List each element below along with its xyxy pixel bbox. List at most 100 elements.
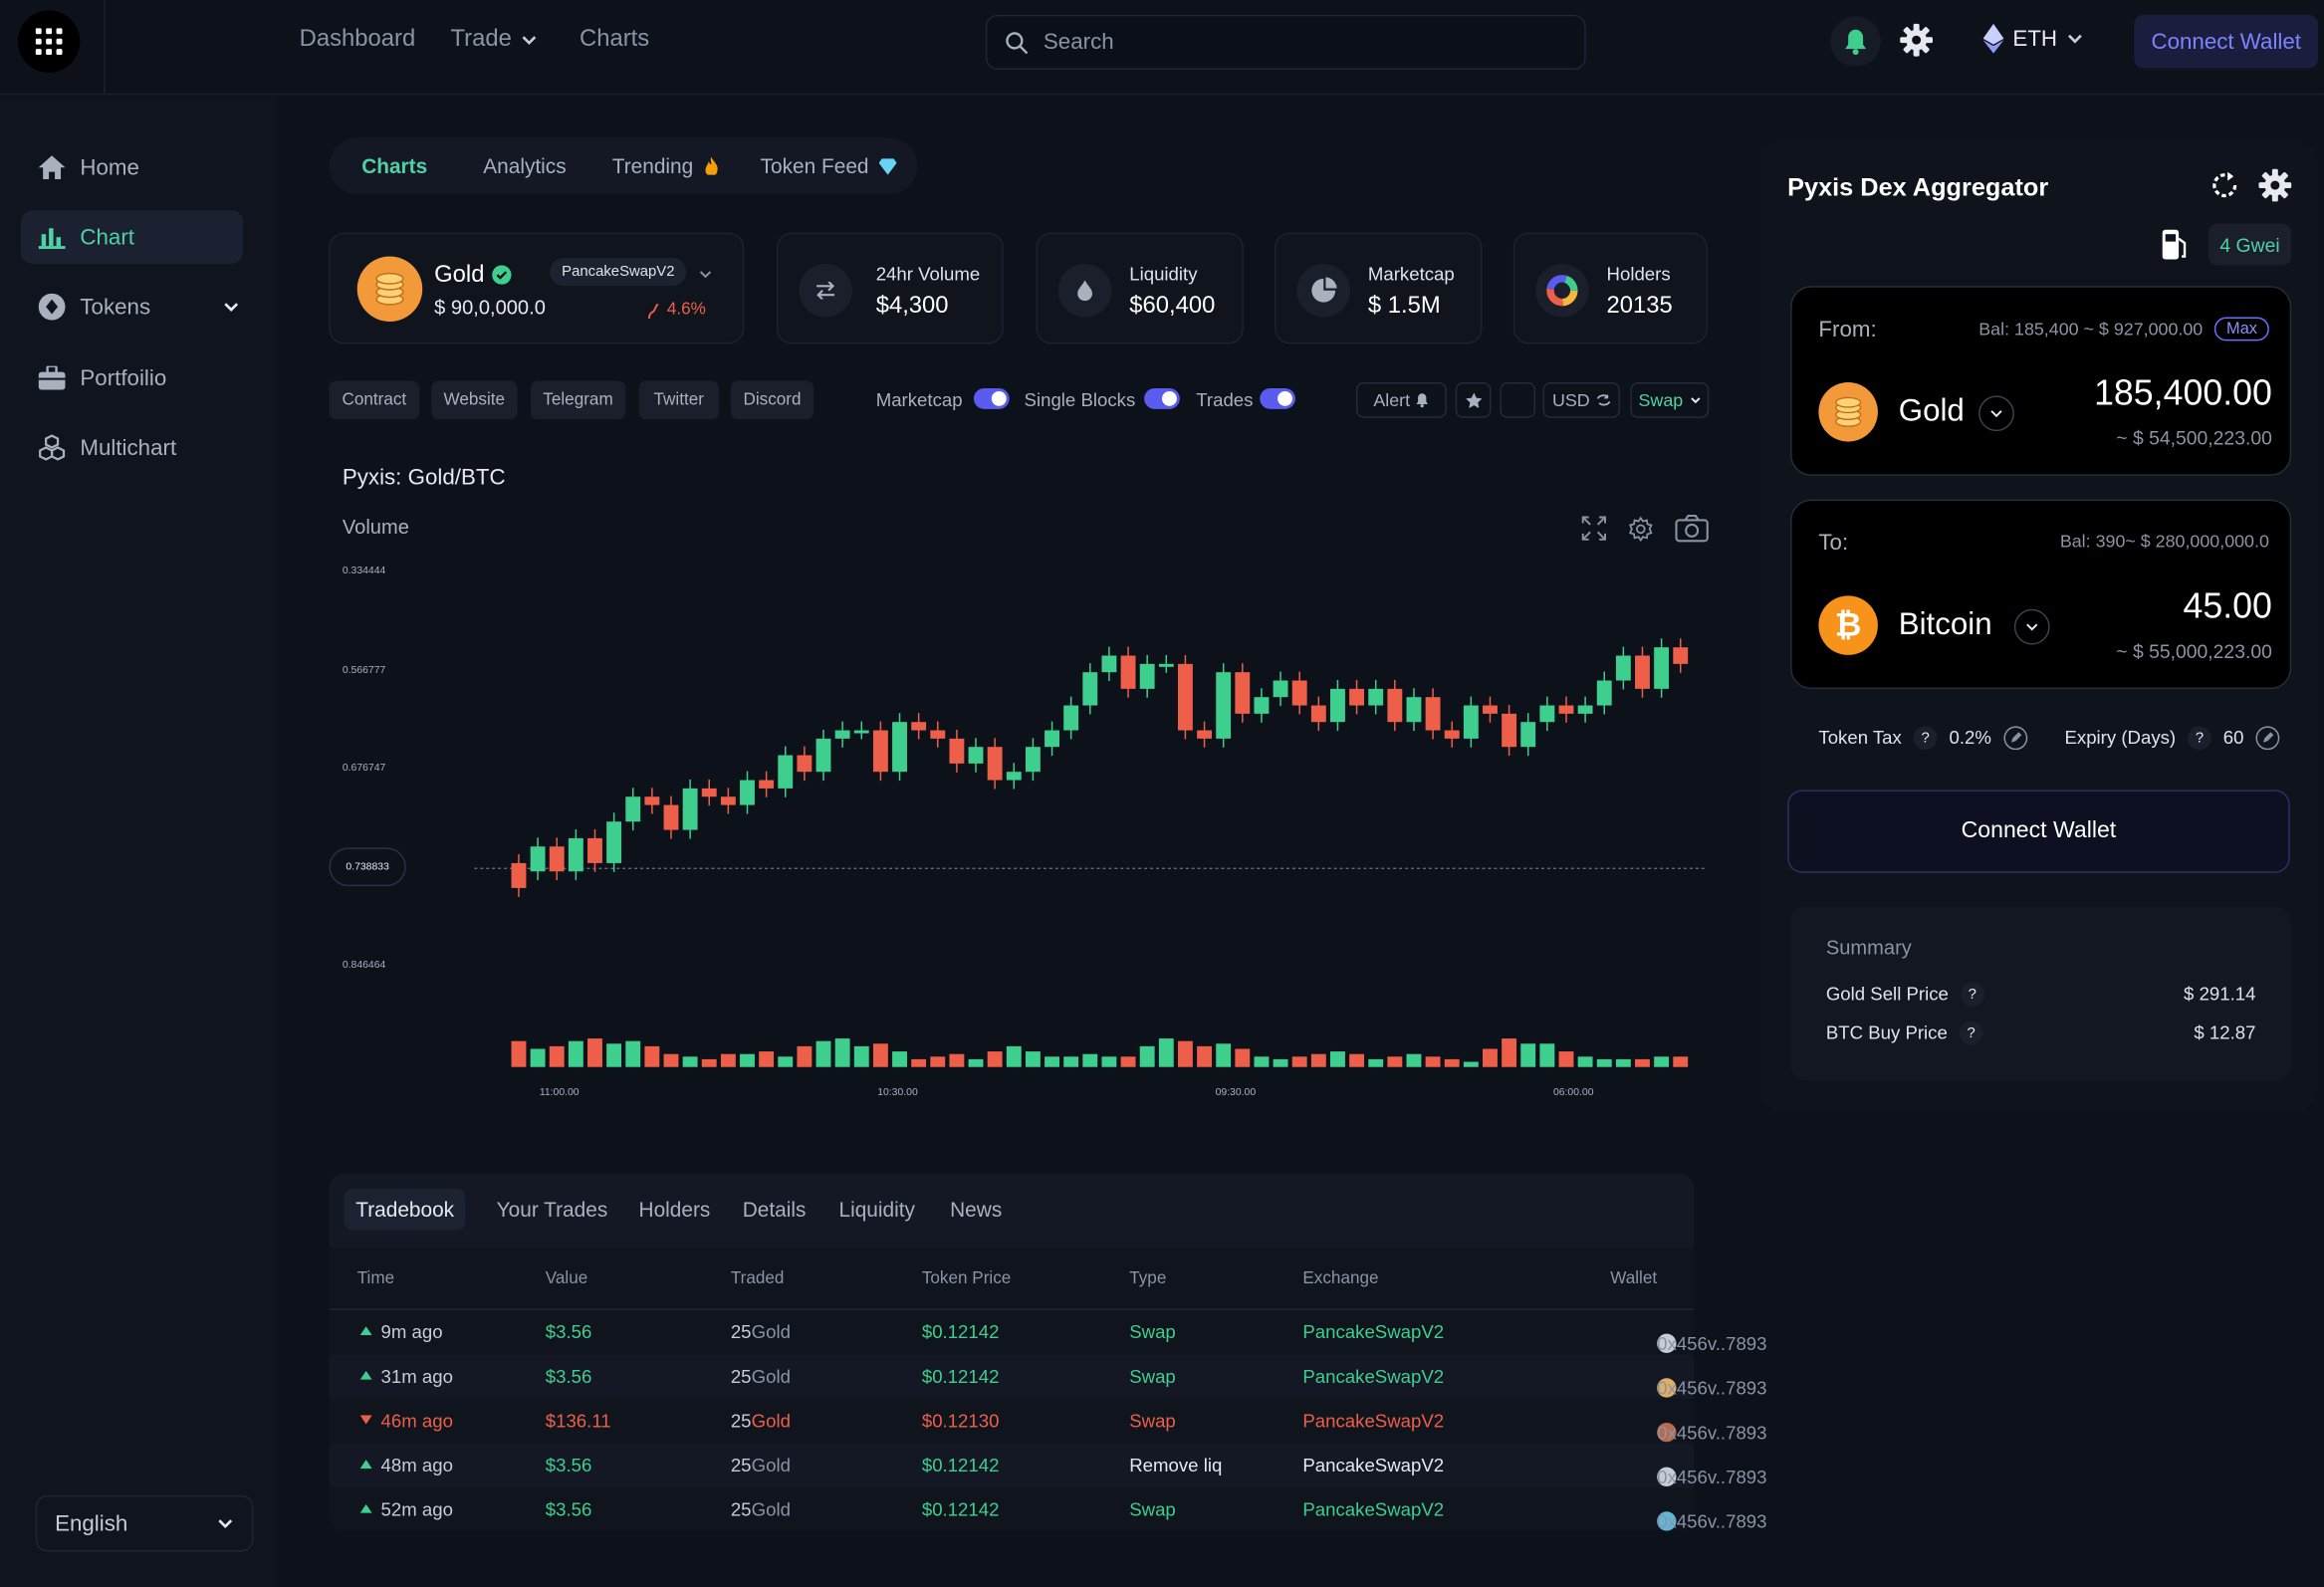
candle[interactable] (968, 747, 984, 764)
candle[interactable] (740, 780, 755, 805)
apps-grid-icon[interactable] (17, 10, 81, 73)
connect-wallet-button[interactable]: Connect Wallet (2134, 14, 2319, 69)
swap-select[interactable]: Swap (1630, 382, 1710, 418)
sidebar-item-tokens[interactable]: Tokens (21, 280, 243, 334)
candle[interactable] (853, 730, 869, 734)
search-input[interactable] (1043, 29, 1547, 56)
table-row[interactable]: 31m ago $3.56 25 Gold $0.12142 Swap PancakeSwa… (329, 1354, 1767, 1400)
candle[interactable] (1216, 672, 1232, 739)
max-button[interactable]: Max (2214, 317, 2269, 341)
candle[interactable] (1235, 672, 1251, 714)
to-token-name[interactable]: Bitcoin (1898, 607, 1992, 642)
candle[interactable] (1349, 688, 1365, 706)
tab-trending[interactable]: Trending (612, 154, 719, 178)
from-token-name[interactable]: Gold (1898, 393, 1965, 429)
column-header[interactable]: Traded (730, 1269, 785, 1288)
candle[interactable] (1291, 680, 1307, 706)
tab-liquidity[interactable]: Liquidity (838, 1197, 915, 1222)
candle[interactable] (1139, 663, 1155, 689)
candle[interactable] (1502, 713, 1517, 748)
bell-icon[interactable] (1830, 16, 1881, 67)
from-amount[interactable]: 185,400.00 (2094, 373, 2272, 414)
tab-token-feed[interactable]: Token Feed (761, 154, 897, 178)
candle[interactable] (682, 788, 698, 830)
tab-your-trades[interactable]: Your Trades (496, 1197, 608, 1222)
tab-holders[interactable]: Holders (638, 1197, 711, 1222)
candle[interactable] (778, 755, 794, 789)
candle[interactable] (1101, 655, 1117, 673)
column-header[interactable]: Time (356, 1269, 395, 1288)
sidebar-item-chart[interactable]: Chart (20, 210, 244, 264)
empty-option[interactable] (1500, 382, 1536, 418)
tab-analytics[interactable]: Analytics (483, 153, 567, 178)
candle[interactable] (1406, 697, 1422, 723)
help-icon[interactable]: ? (1959, 1020, 1983, 1045)
candle[interactable] (892, 722, 907, 773)
link-discord[interactable]: Discord (730, 380, 814, 420)
candle[interactable] (1425, 697, 1441, 731)
candle[interactable] (1177, 663, 1193, 731)
candle[interactable] (930, 730, 946, 739)
candlestick-chart[interactable] (445, 622, 1720, 1081)
candle[interactable] (1635, 655, 1650, 689)
tab-details[interactable]: Details (742, 1197, 807, 1222)
candle[interactable] (644, 796, 660, 805)
single-blocks-toggle[interactable] (1144, 387, 1180, 409)
dex-badge[interactable]: PancakeSwapV2 (550, 257, 687, 287)
table-row[interactable]: 52m ago $3.56 25 Gold $0.12142 Swap PancakeSwa… (329, 1487, 1767, 1532)
nav-trade[interactable]: Trade (451, 27, 539, 54)
link-contract[interactable]: Contract (329, 380, 420, 420)
candle[interactable] (1082, 672, 1098, 706)
nav-dashboard[interactable]: Dashboard (300, 27, 416, 54)
table-row[interactable]: 9m ago $3.56 25 Gold $0.12142 Swap PancakeSwap… (329, 1310, 1767, 1354)
sidebar-item-portfolio[interactable]: Portfoilio (21, 351, 243, 405)
alert-button[interactable]: Alert (1355, 382, 1447, 418)
candle[interactable] (1577, 705, 1593, 714)
candle[interactable] (1006, 772, 1022, 781)
candle[interactable] (1120, 655, 1136, 689)
candle[interactable] (568, 837, 583, 872)
candle[interactable] (949, 738, 965, 764)
to-amount[interactable]: 45.00 (2183, 586, 2272, 627)
candle[interactable] (1520, 722, 1536, 748)
link-telegram[interactable]: Telegram (530, 380, 626, 420)
candle[interactable] (1330, 688, 1345, 723)
search-bar[interactable] (985, 14, 1586, 70)
trades-toggle[interactable] (1260, 387, 1295, 409)
column-header[interactable]: Token Price (921, 1269, 1012, 1288)
candle[interactable] (1539, 705, 1555, 723)
candle[interactable] (720, 796, 736, 805)
settings-gear-icon[interactable] (2257, 167, 2293, 203)
refresh-icon[interactable] (2208, 169, 2241, 202)
candle[interactable] (1025, 747, 1041, 773)
candle[interactable] (834, 730, 850, 739)
column-header[interactable]: Exchange (1302, 1269, 1379, 1288)
link-twitter[interactable]: Twitter (638, 380, 719, 420)
camera-icon[interactable] (1675, 514, 1709, 543)
candle[interactable] (1483, 705, 1498, 714)
connect-wallet-button[interactable]: Connect Wallet (1787, 790, 2290, 873)
candle[interactable] (701, 788, 717, 797)
candle[interactable] (1273, 680, 1288, 698)
candle[interactable] (511, 862, 527, 888)
column-header[interactable]: Wallet (1610, 1269, 1658, 1288)
network-selector[interactable]: ETH (1982, 23, 2084, 54)
candle[interactable] (872, 730, 888, 773)
language-select[interactable]: English (35, 1494, 254, 1552)
help-icon[interactable]: ? (1960, 982, 1984, 1007)
marketcap-toggle[interactable] (973, 387, 1010, 409)
chevron-down-icon[interactable] (1978, 395, 2014, 432)
table-row[interactable]: 48m ago $3.56 25 Gold $0.12142 Remove liq Panc… (329, 1443, 1767, 1488)
candle[interactable] (606, 821, 622, 863)
candle[interactable] (1444, 730, 1460, 739)
help-icon[interactable]: ? (2188, 726, 2211, 751)
nav-charts[interactable]: Charts (580, 27, 649, 54)
currency-select[interactable]: USD (1542, 382, 1620, 418)
candle[interactable] (1673, 647, 1689, 664)
candle[interactable] (1558, 705, 1574, 714)
tab-charts[interactable]: Charts (361, 153, 428, 178)
sidebar-item-home[interactable]: Home (21, 140, 243, 194)
candle[interactable] (549, 846, 565, 872)
settings-gear-icon[interactable] (1894, 18, 1939, 63)
tab-tradebook[interactable]: Tradebook (344, 1188, 467, 1231)
